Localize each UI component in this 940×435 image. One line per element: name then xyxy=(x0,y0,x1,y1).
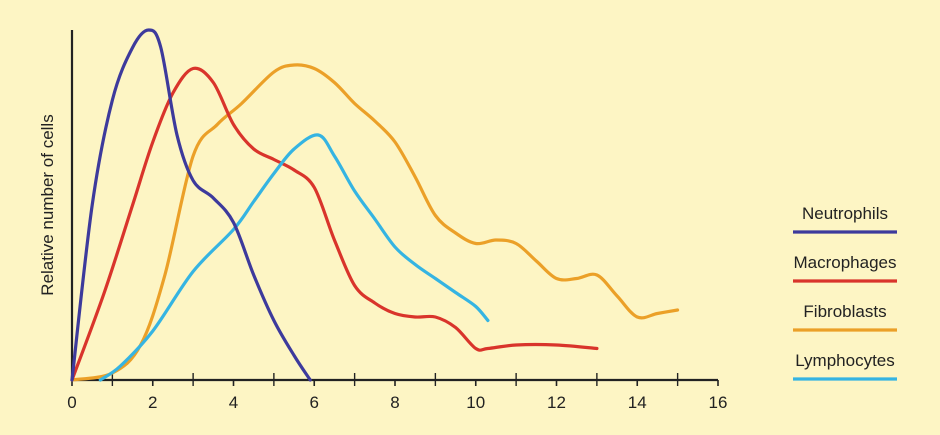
legend-label-lymphocytes: Lymphocytes xyxy=(795,351,895,370)
legend-label-neutrophils: Neutrophils xyxy=(802,204,888,223)
x-tick-label: 4 xyxy=(229,393,238,412)
x-tick-label: 10 xyxy=(466,393,485,412)
x-tick-label: 2 xyxy=(148,393,157,412)
x-tick-label: 8 xyxy=(390,393,399,412)
x-tick-label: 16 xyxy=(709,393,728,412)
axes: 0 2 4 6 8 10 12 14 16 xyxy=(67,30,727,412)
x-tick-label: 0 xyxy=(67,393,76,412)
legend: Neutrophils Macrophages Fibroblasts Lymphoc… xyxy=(793,204,897,381)
legend-label-macrophages: Macrophages xyxy=(793,253,896,272)
x-tick-label: 6 xyxy=(310,393,319,412)
plot-area xyxy=(70,28,680,382)
y-axis-label: Relative number of cells xyxy=(38,114,57,295)
series-line-macrophages xyxy=(70,66,599,382)
series-line-fibroblasts xyxy=(70,63,680,382)
series-line-neutrophils xyxy=(70,28,312,382)
x-tick-label: 14 xyxy=(628,393,647,412)
legend-label-fibroblasts: Fibroblasts xyxy=(803,302,886,321)
x-tick-label: 12 xyxy=(547,393,566,412)
series-line-lymphocytes xyxy=(98,133,490,382)
